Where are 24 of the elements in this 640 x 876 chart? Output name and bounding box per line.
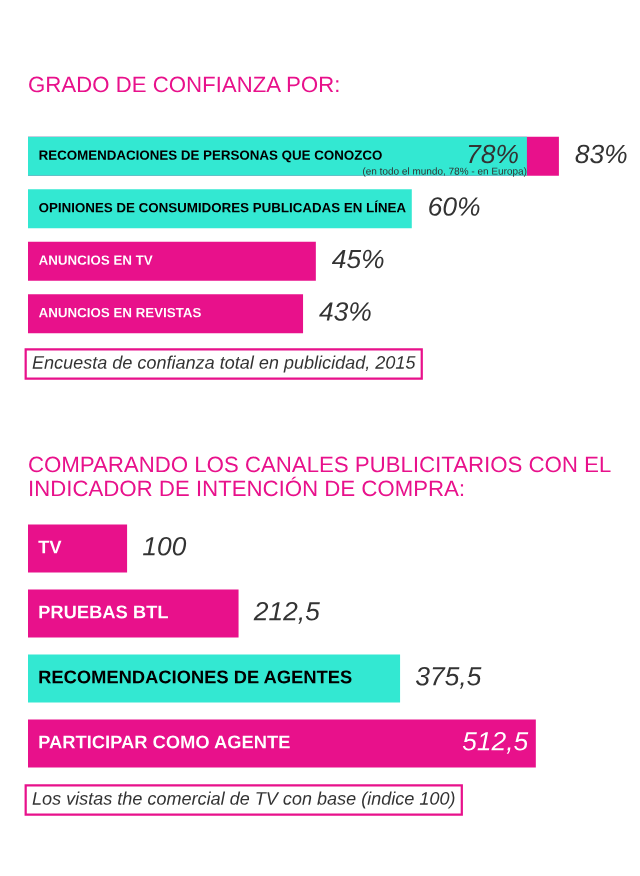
- text: Encuesta de confianza total en publicidad, 2015: [32, 355, 416, 373]
- y-tick-label: TV: [38, 540, 62, 554]
- bar: [28, 524, 128, 573]
- bar: [28, 654, 401, 703]
- text: Los vistas the comercial de TV con base (indice 100): [32, 791, 455, 809]
- data-label: 375,5: [415, 666, 482, 689]
- data-label: 60%: [429, 197, 480, 216]
- data-label: 78%: [468, 144, 518, 164]
- bar: [28, 589, 239, 638]
- data-label: 43%: [319, 302, 371, 321]
- chart-title: GRADO DE CONFIANZA POR:: [29, 76, 339, 93]
- y-tick-label: PRUEBAS BTL: [39, 605, 168, 619]
- data-label: 512,5: [462, 731, 529, 754]
- data-label: 100: [143, 536, 187, 556]
- data-label: 83%: [575, 144, 627, 164]
- y-tick-label: PARTICIPAR COMO AGENTE: [39, 735, 290, 749]
- bar: [28, 719, 536, 768]
- data-label: 45%: [331, 249, 384, 269]
- data-label: 212,5: [253, 601, 320, 624]
- bar: [28, 189, 412, 229]
- bar: [28, 294, 304, 334]
- y-tick-label: RECOMENDACIONES DE AGENTES: [39, 670, 352, 684]
- bar: [28, 241, 316, 281]
- chart-title: COMPARANDO LOS CANALES PUBLICITARIOS CON EL INDICADOR DE INTENCIÓN DE COMPRA:: [29, 456, 611, 497]
